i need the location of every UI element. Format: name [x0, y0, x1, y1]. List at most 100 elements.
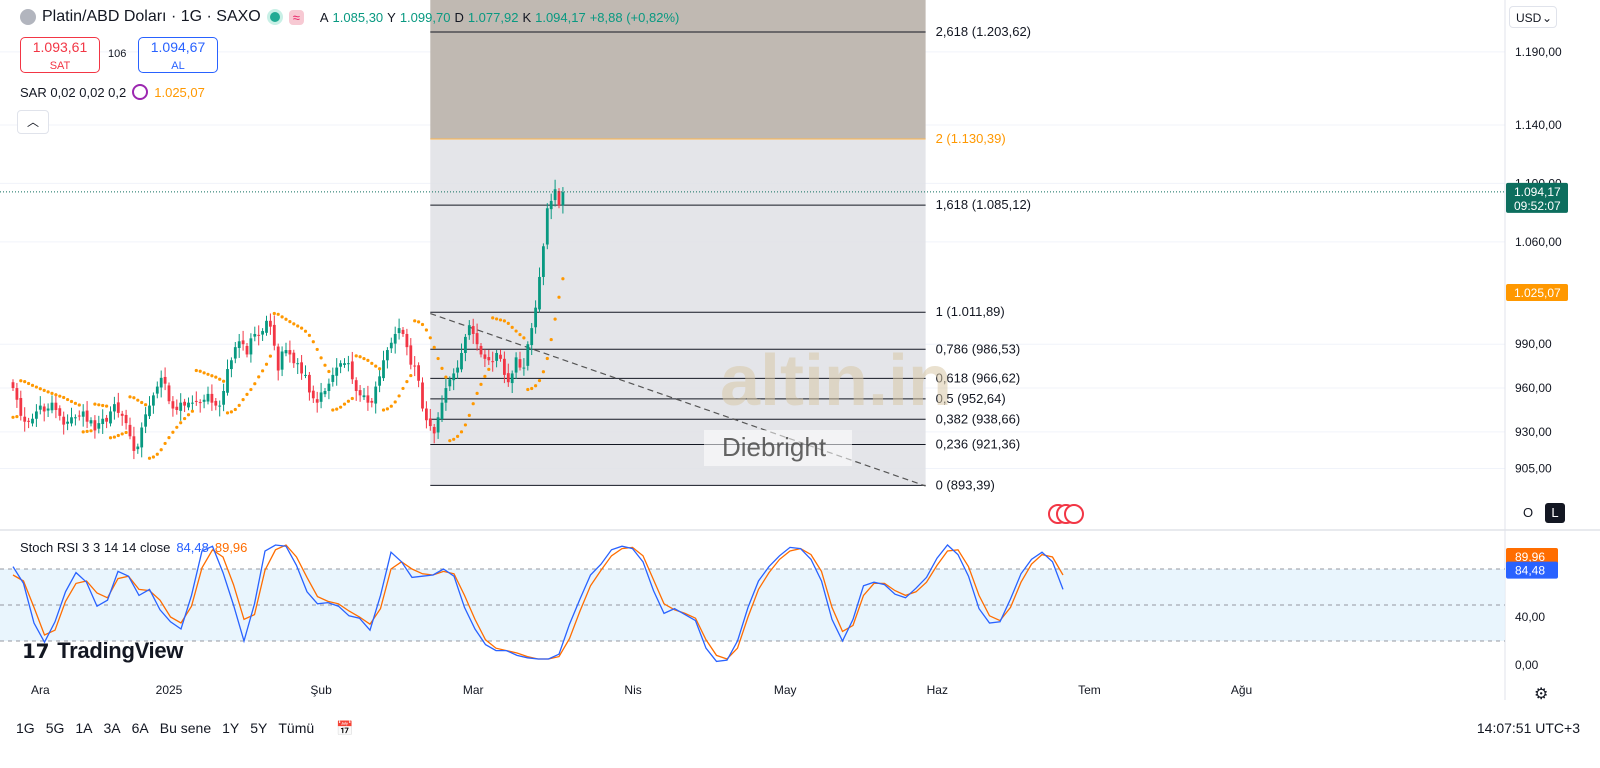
- candle-body: [495, 352, 498, 361]
- candle-body: [183, 401, 186, 406]
- economic-events-icon: [1048, 504, 1084, 524]
- collapse-legend-button[interactable]: ︿: [17, 110, 49, 134]
- sar-dot: [514, 329, 518, 333]
- sar-dot: [27, 381, 31, 386]
- candle-body: [335, 367, 339, 376]
- candle-body: [370, 400, 374, 403]
- candle-body: [296, 363, 300, 365]
- sar-dot: [167, 435, 171, 440]
- symbol-icon: [20, 9, 36, 25]
- candle-body: [226, 369, 229, 393]
- sell-label: SAT: [49, 60, 71, 72]
- sar-dot: [397, 394, 401, 398]
- candle-body: [171, 401, 175, 409]
- candle-body: [206, 393, 210, 402]
- candle-body: [85, 410, 89, 422]
- stoch-d-value: 89,96: [214, 540, 248, 555]
- sar-dot: [354, 354, 358, 358]
- scale-o-button[interactable]: O: [1522, 505, 1534, 520]
- candle-body: [358, 390, 362, 396]
- candle-body: [389, 342, 393, 349]
- candle-body: [15, 388, 19, 400]
- sar-dot: [292, 322, 296, 326]
- candle-body: [339, 363, 342, 367]
- stoch-k-tag: [1506, 561, 1558, 579]
- sar-dot: [413, 319, 417, 323]
- candle-body: [510, 373, 514, 384]
- time-axis-label: Şub: [310, 683, 332, 697]
- fib-level-label: 0,618 (966,62): [936, 370, 1021, 385]
- candle-body: [350, 361, 354, 380]
- sar-dot: [50, 391, 54, 395]
- candle-body: [315, 399, 319, 403]
- sar-dot: [140, 400, 144, 405]
- sar-dot: [420, 322, 425, 327]
- symbol-title[interactable]: Platin/ABD Doları · 1G · SAXO: [42, 8, 261, 25]
- candle-body: [440, 402, 444, 420]
- candle-body: [74, 417, 77, 419]
- sar-dot: [323, 363, 327, 367]
- buy-button[interactable]: 1.094,67 AL: [138, 37, 218, 73]
- candle-body: [464, 336, 467, 353]
- candle-body: [269, 320, 272, 327]
- tradingview-logo[interactable]: 𝟭𝟳 TradingView: [22, 638, 183, 664]
- sar-dot: [42, 388, 46, 392]
- refresh-icon[interactable]: [132, 84, 149, 100]
- timeframe-3a[interactable]: 3A: [103, 720, 121, 736]
- timeframe-1a[interactable]: 1A: [75, 720, 93, 736]
- high-value: 1.099,70: [399, 9, 451, 25]
- candle-body: [163, 376, 167, 384]
- candle-body: [19, 397, 23, 416]
- stoch-legend[interactable]: Stoch RSI 3 3 14 14 close 84,48 89,96: [20, 540, 247, 555]
- timeframe-5g[interactable]: 5G: [45, 720, 65, 736]
- sar-dot: [405, 380, 409, 384]
- settings-gear-icon[interactable]: ⚙: [1534, 686, 1549, 703]
- currency-select[interactable]: USD ⌄: [1509, 6, 1557, 28]
- candle-body: [249, 338, 253, 355]
- clock[interactable]: 14:07:51 UTC+3: [1476, 720, 1580, 736]
- scale-l-button[interactable]: L: [1545, 503, 1565, 523]
- candle-body: [542, 246, 545, 277]
- candle-body: [27, 420, 30, 422]
- timeframe-1y[interactable]: 1Y: [222, 720, 240, 736]
- sar-dot: [428, 336, 432, 340]
- candle-body: [159, 377, 163, 388]
- timeframe-all[interactable]: Tümü: [278, 720, 315, 736]
- timeframe-6a[interactable]: 6A: [131, 720, 149, 736]
- time-axis-label: May: [774, 683, 797, 697]
- candle-body: [152, 395, 155, 406]
- countdown-label: 09:52:07: [1514, 199, 1561, 213]
- fibonacci-extension[interactable]: 2,618 (1.203,62) 2 (1.130,39) 1,618 (1.085…: [430, 0, 1031, 492]
- candle-body: [436, 417, 440, 433]
- timeframe-ytd[interactable]: Bu sene: [159, 720, 212, 736]
- sar-dot: [276, 312, 280, 316]
- candle-body: [54, 402, 58, 410]
- ohlc-values: A 1.085,30 Y 1.099,70 D 1.077,92 K 1.094,17 …: [320, 10, 679, 25]
- sell-button[interactable]: 1.093,61 SAT: [20, 37, 100, 73]
- candle-body: [93, 420, 97, 431]
- delayed-data-badge[interactable]: ≈: [288, 9, 304, 25]
- timeframe-1g[interactable]: 1G: [16, 720, 35, 736]
- sar-legend[interactable]: SAR 0,02 0,02 0,2 1.025,07: [20, 84, 205, 100]
- candle-body: [393, 333, 397, 344]
- market-open-icon[interactable]: [266, 9, 283, 25]
- candle-body: [50, 402, 54, 411]
- sar-dot: [522, 336, 526, 340]
- fib-level-label: 0,5 (952,64): [936, 391, 1006, 406]
- sar-dot: [557, 295, 561, 299]
- candle-body: [362, 395, 366, 398]
- candle-body: [421, 382, 424, 409]
- sar-dot: [342, 402, 347, 406]
- candle-body: [557, 191, 561, 206]
- candle-body: [140, 427, 144, 448]
- stoch-d-tag: [1506, 548, 1558, 566]
- sar-dot: [456, 434, 460, 438]
- timeframe-5y[interactable]: 5Y: [250, 720, 268, 736]
- candle-body: [319, 392, 323, 402]
- date-range-calendar-icon[interactable]: 📅: [336, 719, 354, 736]
- sar-dot: [233, 407, 237, 412]
- sar-dot: [401, 386, 405, 391]
- sar-dot: [300, 326, 304, 330]
- sar-dot: [179, 421, 183, 425]
